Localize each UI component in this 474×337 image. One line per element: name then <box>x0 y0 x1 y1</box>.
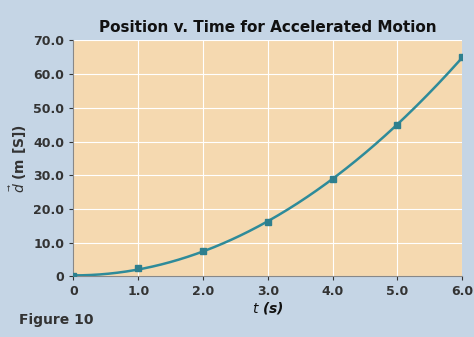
Text: Figure 10: Figure 10 <box>19 313 93 327</box>
Title: Position v. Time for Accelerated Motion: Position v. Time for Accelerated Motion <box>99 20 437 35</box>
Text: $t$ (s): $t$ (s) <box>252 300 284 316</box>
Y-axis label: $\vec{d}$ (m [S]): $\vec{d}$ (m [S]) <box>8 124 29 193</box>
